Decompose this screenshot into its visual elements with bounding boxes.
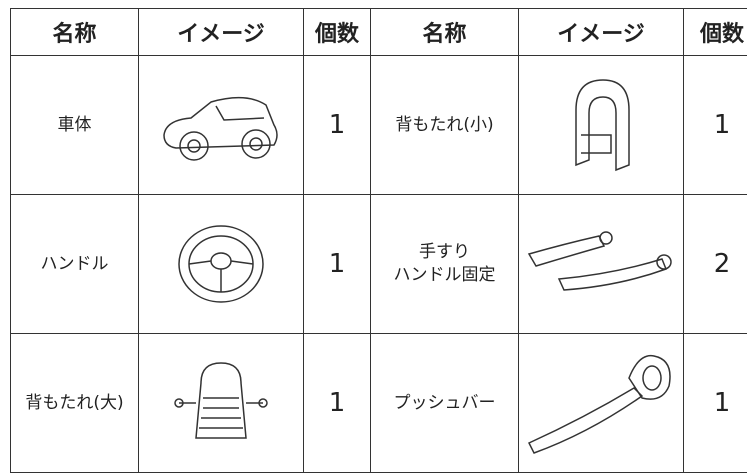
part-name: 背もたれ(大) bbox=[10, 333, 139, 473]
part-name: プッシュバー bbox=[370, 333, 519, 473]
part-count: 1 bbox=[683, 333, 747, 473]
image-cell bbox=[518, 333, 684, 473]
parts-table: 名称 イメージ 個数 名称 イメージ 個数 車体 1 背もたれ(小) 1 ハンド… bbox=[10, 8, 747, 473]
car-image bbox=[163, 96, 278, 161]
part-count: 1 bbox=[303, 55, 371, 195]
header-cell: 名称 bbox=[370, 8, 519, 56]
header-cell: 個数 bbox=[683, 8, 747, 56]
header-row: 名称 イメージ 個数 名称 イメージ 個数 bbox=[10, 8, 747, 56]
part-name: 車体 bbox=[10, 55, 139, 195]
part-name: 手すり ハンドル固定 bbox=[370, 194, 519, 334]
part-name: 背もたれ(小) bbox=[370, 55, 519, 195]
large-backrest-image bbox=[174, 362, 268, 439]
header-cell: イメージ bbox=[518, 8, 684, 56]
row: 背もたれ(大) 1 プッシュバー 1 bbox=[10, 333, 747, 473]
row: ハンドル 1 手すり ハンドル固定 2 bbox=[10, 194, 747, 334]
image-cell bbox=[518, 194, 684, 334]
row: 車体 1 背もたれ(小) 1 bbox=[10, 55, 747, 195]
header-cell: 個数 bbox=[303, 8, 371, 56]
image-cell bbox=[518, 55, 684, 195]
part-name: ハンドル bbox=[10, 194, 139, 334]
part-count: 1 bbox=[303, 333, 371, 473]
image-cell bbox=[138, 194, 304, 334]
image-cell bbox=[138, 55, 304, 195]
part-count: 2 bbox=[683, 194, 747, 334]
push-bar-image bbox=[527, 354, 671, 454]
small-backrest-image bbox=[575, 79, 630, 172]
image-cell bbox=[138, 333, 304, 473]
header-cell: イメージ bbox=[138, 8, 304, 56]
steering-wheel-image bbox=[178, 225, 264, 303]
part-count: 1 bbox=[303, 194, 371, 334]
part-count: 1 bbox=[683, 55, 747, 195]
handrail-image bbox=[527, 231, 672, 291]
header-cell: 名称 bbox=[10, 8, 139, 56]
